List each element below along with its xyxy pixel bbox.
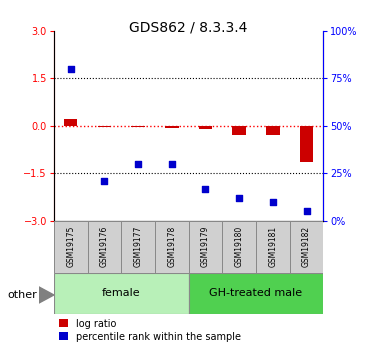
Text: GH-treated male: GH-treated male: [209, 288, 303, 298]
Polygon shape: [38, 287, 54, 303]
Bar: [199, 126, 212, 129]
Bar: [233, 126, 246, 136]
Text: GSM19182: GSM19182: [302, 226, 311, 267]
Point: [203, 186, 209, 191]
Point: [303, 208, 310, 214]
Bar: [131, 126, 145, 127]
Bar: [266, 126, 280, 135]
Bar: [121, 221, 155, 273]
Bar: [88, 221, 121, 273]
Text: GSM19175: GSM19175: [66, 226, 75, 267]
Text: female: female: [102, 288, 141, 298]
Bar: [165, 126, 179, 128]
Point: [236, 195, 242, 201]
Text: GSM19176: GSM19176: [100, 226, 109, 267]
Bar: [54, 273, 189, 314]
Point: [68, 66, 74, 72]
Point: [270, 199, 276, 205]
Bar: [300, 126, 313, 162]
Bar: [155, 221, 189, 273]
Bar: [189, 273, 323, 314]
Bar: [223, 221, 256, 273]
Text: GSM19181: GSM19181: [268, 226, 277, 267]
Bar: [256, 221, 290, 273]
Text: GSM19180: GSM19180: [235, 226, 244, 267]
Bar: [64, 119, 77, 126]
Bar: [98, 126, 111, 127]
Bar: [54, 221, 88, 273]
Point: [101, 178, 107, 184]
Text: other: other: [8, 290, 37, 300]
Bar: [189, 221, 223, 273]
Bar: [290, 221, 323, 273]
Point: [135, 161, 141, 167]
Legend: log ratio, percentile rank within the sample: log ratio, percentile rank within the sa…: [59, 319, 241, 342]
Text: GSM19178: GSM19178: [167, 226, 176, 267]
Point: [169, 161, 175, 167]
Text: GSM19179: GSM19179: [201, 226, 210, 267]
Text: GSM19177: GSM19177: [134, 226, 142, 267]
Text: GDS862 / 8.3.3.4: GDS862 / 8.3.3.4: [129, 21, 248, 35]
